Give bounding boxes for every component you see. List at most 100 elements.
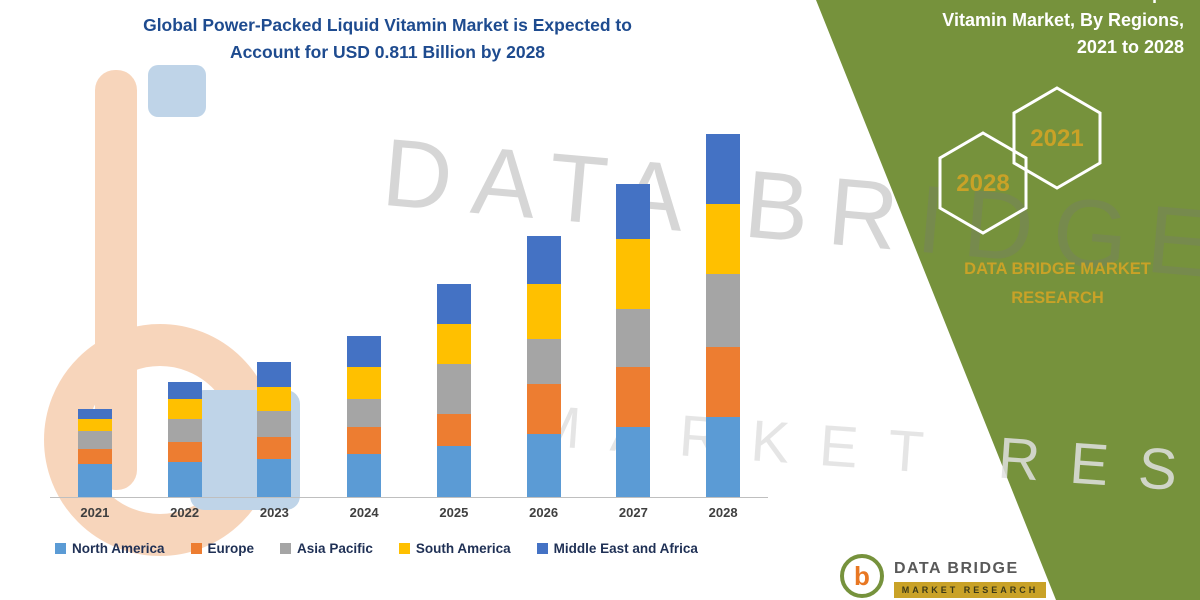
bar-segment-north-america bbox=[257, 459, 292, 497]
bar-segment-south-america bbox=[436, 324, 471, 364]
legend-swatch bbox=[190, 543, 202, 554]
panel-heading-line1: Vitamin Market, By Regions, bbox=[942, 10, 1184, 30]
bar-segment-asia-pacific bbox=[347, 399, 382, 427]
legend-label: North America bbox=[72, 541, 165, 556]
hexagon-2028-label: 2028 bbox=[956, 170, 1009, 197]
bar-stack bbox=[167, 382, 202, 497]
bar-segment-middle-east-and-africa bbox=[526, 236, 561, 284]
x-axis-label: 2028 bbox=[708, 505, 738, 520]
bar-segment-middle-east-and-africa bbox=[257, 362, 292, 387]
bar-group-2023: 2023 bbox=[257, 120, 292, 520]
bar-segment-north-america bbox=[347, 454, 382, 497]
bar-group-2021: 2021 bbox=[77, 120, 112, 520]
bar-segment-europe bbox=[257, 437, 292, 459]
bar-segment-north-america bbox=[167, 462, 202, 497]
bar-segment-europe bbox=[167, 442, 202, 462]
bar-stack bbox=[616, 184, 651, 497]
hexagon-2021-outline bbox=[1012, 86, 1102, 190]
legend-swatch bbox=[398, 543, 410, 554]
bar-segment-europe bbox=[77, 449, 112, 464]
x-axis-label: 2021 bbox=[80, 505, 110, 520]
bar-segment-europe bbox=[706, 347, 741, 417]
chart-title: Global Power-Packed Liquid Vitamin Marke… bbox=[0, 12, 775, 66]
bar-segment-south-america bbox=[526, 284, 561, 339]
bar-segment-south-america bbox=[706, 204, 741, 274]
panel-brand-line2: RESEARCH bbox=[1011, 289, 1104, 307]
chart-title-line1: Global Power-Packed Liquid Vitamin Marke… bbox=[143, 15, 632, 35]
bar-segment-middle-east-and-africa bbox=[347, 336, 382, 367]
bar-segment-north-america bbox=[436, 446, 471, 497]
bar-group-2026: 2026 bbox=[526, 120, 561, 520]
bar-group-2027: 2027 bbox=[616, 120, 651, 520]
hexagon-2021-label: 2021 bbox=[1030, 125, 1083, 152]
hexagon-2028-outline bbox=[938, 131, 1028, 235]
bar-group-2022: 2022 bbox=[167, 120, 202, 520]
bar-segment-north-america bbox=[706, 417, 741, 497]
bar-segment-europe bbox=[347, 427, 382, 454]
x-axis-label: 2024 bbox=[349, 505, 379, 520]
panel-brand-line1: DATA BRIDGE MARKET bbox=[964, 260, 1151, 278]
bar-stack bbox=[77, 409, 112, 497]
bar-segment-south-america bbox=[167, 399, 202, 419]
bar-segment-europe bbox=[616, 367, 651, 427]
legend-label: Middle East and Africa bbox=[553, 541, 698, 556]
bar-segment-asia-pacific bbox=[616, 309, 651, 367]
bar-segment-middle-east-and-africa bbox=[167, 382, 202, 399]
legend-item: Asia Pacific bbox=[280, 541, 373, 556]
bar-group-2025: 2025 bbox=[436, 120, 471, 520]
legend: North America Europe Asia Pacific South Ame… bbox=[55, 541, 698, 556]
legend-item: South America bbox=[398, 541, 511, 556]
panel-heading: Global Power-Packed Liquid Vitamin Marke… bbox=[850, 0, 1184, 61]
bar-group-2028: 2028 bbox=[706, 120, 741, 520]
legend-item: Europe bbox=[190, 541, 255, 556]
bar-segment-europe bbox=[436, 414, 471, 446]
panel-brand-text: DATA BRIDGE MARKET RESEARCH bbox=[955, 255, 1160, 313]
legend-swatch bbox=[536, 543, 548, 554]
bar-stack bbox=[706, 134, 741, 497]
legend-swatch bbox=[55, 543, 66, 554]
plot-area: 2021 2022 2023 2024 2025 2026 2027 2028 bbox=[50, 120, 768, 520]
bar-segment-south-america bbox=[77, 419, 112, 431]
legend-label: South America bbox=[415, 541, 511, 556]
bar-stack bbox=[257, 362, 292, 497]
chart-title-line2: Account for USD 0.811 Billion by 2028 bbox=[229, 42, 546, 62]
x-axis-label: 2022 bbox=[170, 505, 200, 520]
bar-segment-asia-pacific bbox=[257, 411, 292, 437]
bar-segment-north-america bbox=[77, 464, 112, 497]
x-axis-label: 2025 bbox=[439, 505, 469, 520]
bar-group-2024: 2024 bbox=[347, 120, 382, 520]
bar-segment-asia-pacific bbox=[436, 364, 471, 414]
bar-segment-europe bbox=[526, 384, 561, 434]
bar-segment-south-america bbox=[616, 239, 651, 309]
bar-segment-middle-east-and-africa bbox=[706, 134, 741, 204]
bar-segment-asia-pacific bbox=[167, 419, 202, 442]
panel-heading-clipped-line: Global Power-Packed Liquid bbox=[850, 0, 1184, 7]
legend-label: Europe bbox=[207, 541, 255, 556]
bar-segment-middle-east-and-africa bbox=[436, 284, 471, 324]
bar-segment-asia-pacific bbox=[706, 274, 741, 347]
bar-segment-asia-pacific bbox=[77, 431, 112, 449]
bar-stack bbox=[347, 336, 382, 497]
footer-brand-text: DATA BRIDGE bbox=[894, 560, 1019, 577]
legend-swatch bbox=[280, 543, 292, 554]
bar-segment-middle-east-and-africa bbox=[77, 409, 112, 419]
panel-heading-line2: 2021 to 2028 bbox=[1076, 37, 1184, 57]
x-axis-label: 2027 bbox=[618, 505, 648, 520]
legend-label: Asia Pacific bbox=[297, 541, 373, 556]
legend-item: North America bbox=[55, 541, 165, 556]
footer-sub-bar: MARKET RESEARCH bbox=[894, 582, 1046, 598]
bar-segment-north-america bbox=[616, 427, 651, 497]
bar-segment-south-america bbox=[257, 387, 292, 411]
bar-segment-middle-east-and-africa bbox=[616, 184, 651, 239]
footer-logo: b DATA BRIDGE MARKET RESEARCH bbox=[840, 554, 1046, 598]
hexagon-badges: 2028 2021 bbox=[938, 86, 1102, 235]
bar-segment-north-america bbox=[526, 434, 561, 497]
legend-item: Middle East and Africa bbox=[536, 541, 698, 556]
bar-segment-south-america bbox=[347, 367, 382, 399]
x-axis-label: 2023 bbox=[259, 505, 289, 520]
bar-segment-asia-pacific bbox=[526, 339, 561, 384]
bar-stack bbox=[526, 236, 561, 497]
x-axis-label: 2026 bbox=[529, 505, 559, 520]
footer-logo-ring: b bbox=[840, 554, 884, 598]
